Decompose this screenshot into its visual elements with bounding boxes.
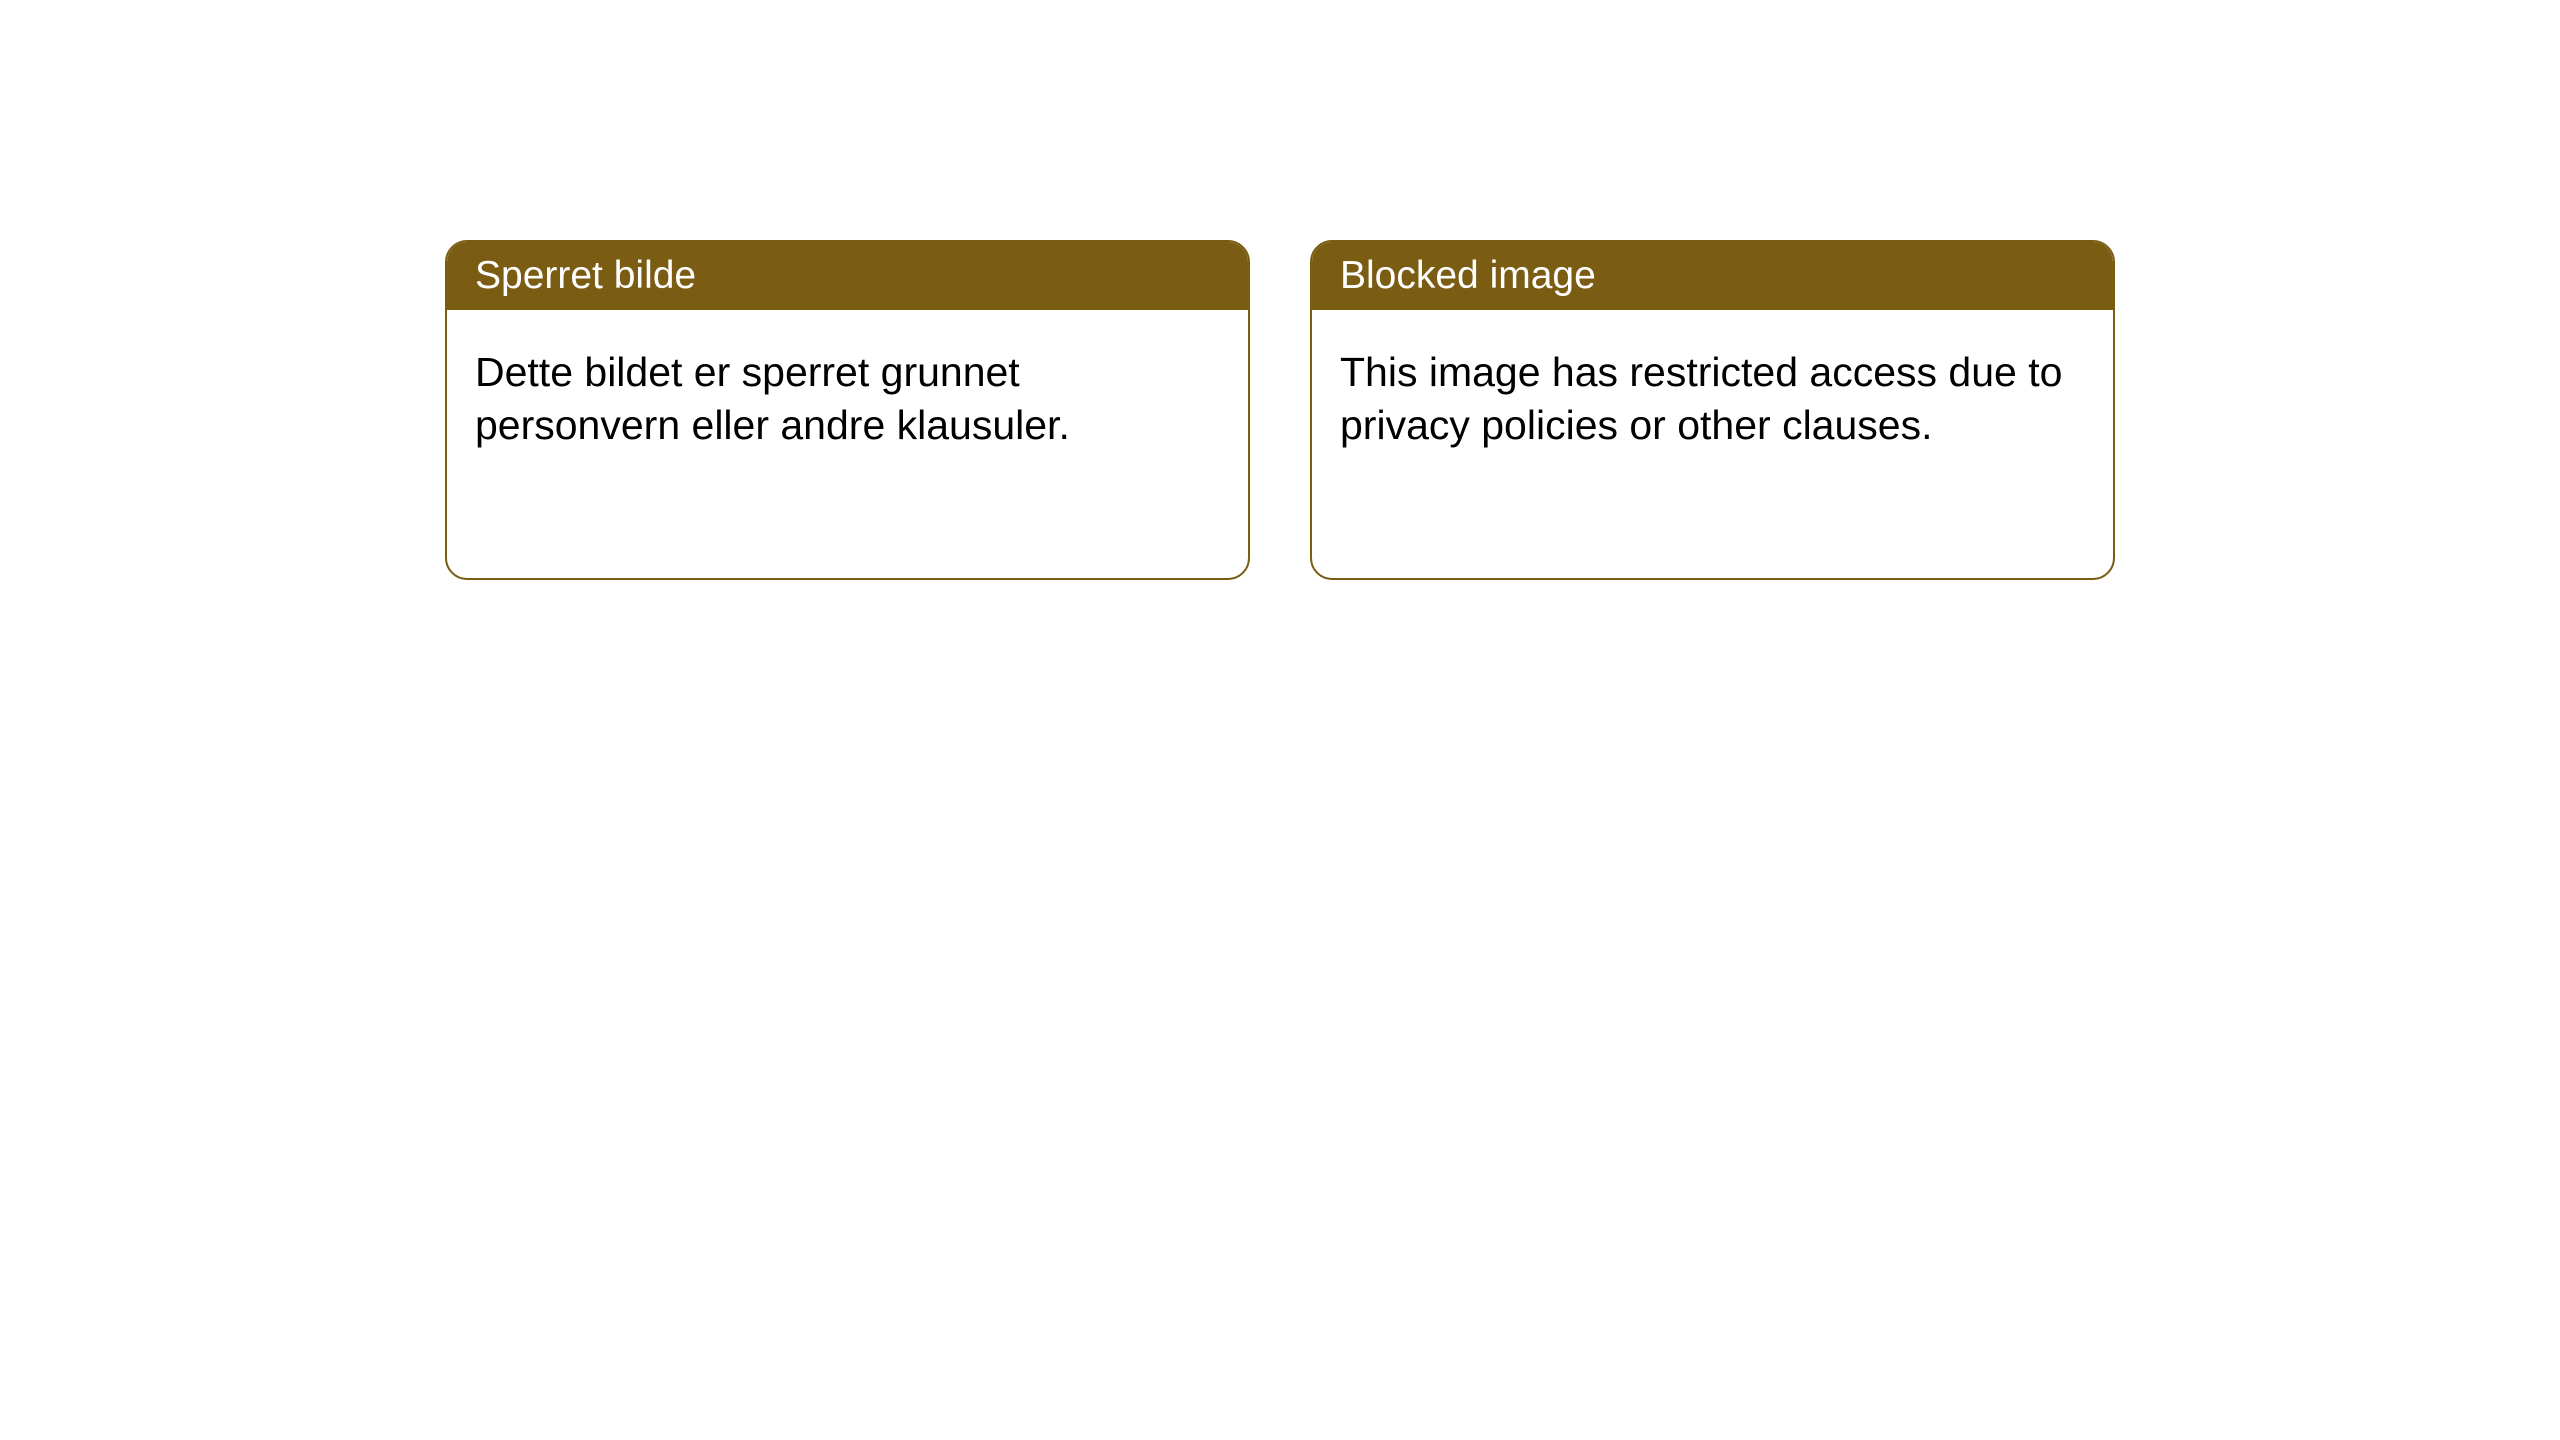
notice-card-norwegian: Sperret bilde Dette bildet er sperret gr… (445, 240, 1250, 580)
card-body-english: This image has restricted access due to … (1312, 310, 2113, 489)
notice-container: Sperret bilde Dette bildet er sperret gr… (0, 0, 2560, 580)
card-header-english: Blocked image (1312, 242, 2113, 310)
card-header-norwegian: Sperret bilde (447, 242, 1248, 310)
card-body-norwegian: Dette bildet er sperret grunnet personve… (447, 310, 1248, 489)
notice-card-english: Blocked image This image has restricted … (1310, 240, 2115, 580)
